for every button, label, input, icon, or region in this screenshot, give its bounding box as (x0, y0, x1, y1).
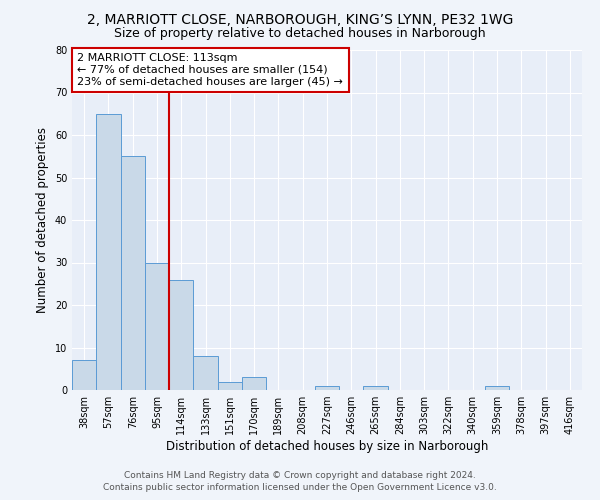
Bar (193, 356, 218, 390)
Text: 2, MARRIOTT CLOSE, NARBOROUGH, KING’S LYNN, PE32 1WG: 2, MARRIOTT CLOSE, NARBOROUGH, KING’S LY… (87, 12, 513, 26)
Bar (315, 386, 339, 390)
Bar (242, 377, 266, 390)
Bar (218, 382, 242, 390)
Text: Contains HM Land Registry data © Crown copyright and database right 2024.
Contai: Contains HM Land Registry data © Crown c… (103, 471, 497, 492)
Bar (96, 114, 121, 390)
Text: Size of property relative to detached houses in Narborough: Size of property relative to detached ho… (114, 28, 486, 40)
Text: 2 MARRIOTT CLOSE: 113sqm
← 77% of detached houses are smaller (154)
23% of semi-: 2 MARRIOTT CLOSE: 113sqm ← 77% of detach… (77, 54, 343, 86)
Bar (121, 156, 145, 390)
Bar (72, 360, 96, 390)
Bar (145, 262, 169, 390)
Bar (169, 280, 193, 390)
Y-axis label: Number of detached properties: Number of detached properties (36, 127, 49, 313)
Bar (485, 386, 509, 390)
X-axis label: Distribution of detached houses by size in Narborough: Distribution of detached houses by size … (166, 440, 488, 453)
Bar (364, 386, 388, 390)
